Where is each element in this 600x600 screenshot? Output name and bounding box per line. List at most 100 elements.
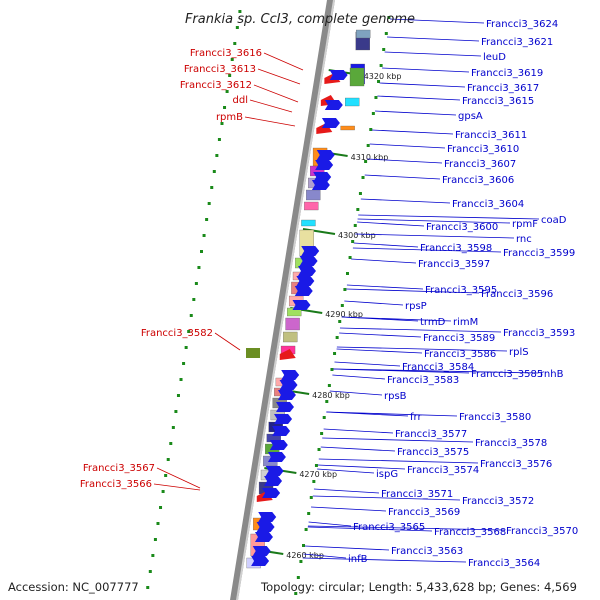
kbp-label: 4260 kbp [286, 551, 324, 560]
gene-label-right: rpmF [512, 219, 538, 230]
gene-label-left: Francci3_3616 [190, 48, 262, 59]
minor-tick [296, 576, 300, 579]
minor-tick [210, 186, 214, 189]
gene-label-right: rnhB [540, 369, 564, 380]
minor-tick [230, 58, 234, 61]
gene-block [285, 317, 300, 331]
kbp-ticks: 4320 kbp 4310 kbp 4300 kbp 4290 kbp 4280 kbp… [251, 69, 402, 560]
accession-text: Accession: NC_007777 [8, 580, 139, 594]
minor-tick [225, 90, 229, 93]
gene-label-right: Francci3_3615 [462, 96, 534, 107]
minor-tick [358, 192, 362, 195]
leader-line [360, 198, 451, 204]
gene-label-right: ispG [376, 469, 398, 480]
minor-tick [320, 432, 324, 435]
gene-block [301, 219, 316, 227]
gene-arrow [301, 246, 320, 256]
minor-tick [207, 202, 211, 205]
leader-line [332, 374, 386, 380]
gene-arrow [274, 414, 293, 424]
gene-arrow [252, 546, 271, 556]
gene-label-right: Francci3_3599 [503, 248, 575, 259]
gene-label-right: Francci3_3570 [506, 526, 578, 537]
minor-tick [387, 16, 391, 19]
minor-tick [307, 512, 311, 515]
gene-arrow [264, 476, 283, 486]
leader-line [214, 332, 241, 351]
minor-tick [161, 490, 165, 493]
minor-tick [217, 138, 221, 141]
gene-arrow [269, 440, 288, 450]
gene-arrow [256, 522, 275, 532]
gene-label-right: Francci3_3607 [444, 159, 516, 170]
minor-tick [200, 250, 203, 253]
leader-line [336, 346, 508, 352]
minor-tick [369, 128, 373, 131]
leader-line [244, 116, 296, 127]
leader-line [304, 545, 390, 551]
gene-label-right: Francci3_3583 [387, 375, 459, 386]
gene-label-right: Francci3_3584 [402, 362, 474, 373]
gene-label-right: rnc [516, 234, 532, 245]
gene-label-left: Francci3_3612 [180, 80, 252, 91]
gene-arrow [258, 512, 277, 522]
leader-line [322, 437, 474, 443]
gene-label-right: Francci3_3597 [418, 259, 490, 270]
leader-line [339, 327, 502, 333]
minor-tick [176, 394, 180, 397]
kbp-label: 4300 kbp [338, 231, 376, 240]
gene-block [340, 125, 355, 131]
leader-line [339, 332, 422, 338]
gene-label-right: Francci3_3611 [455, 130, 527, 141]
kbp-tick [302, 228, 336, 235]
leader-line [355, 233, 515, 239]
leader-line [253, 84, 299, 103]
minor-tick [233, 42, 237, 45]
minor-tick [223, 106, 227, 109]
gene-label-left: Francci3_3567 [83, 463, 155, 474]
leader-line [358, 214, 540, 220]
gene-label-right: Francci3_3565 [353, 522, 425, 533]
gene-block [306, 189, 321, 201]
map-title: Frankia sp. CcI3, complete genome [185, 12, 415, 27]
gene-label-right: Francci3_3606 [442, 175, 514, 186]
gene-arrow [329, 70, 348, 80]
minor-tick [312, 480, 316, 483]
gene-label-right: Francci3_3564 [468, 558, 540, 569]
leader-line [333, 368, 539, 374]
gene-label-right: Francci3_3577 [395, 429, 467, 440]
gene-label-right: Francci3_3617 [467, 83, 539, 94]
gene-label-right: infB [348, 554, 368, 565]
minor-tick [174, 410, 178, 413]
gene-label-right: Francci3_3576 [480, 459, 552, 470]
kbp-label: 4290 kbp [325, 310, 363, 319]
gene-label-left: Francci3_3582 [141, 328, 213, 339]
leader-line [303, 553, 347, 559]
genome-backbone [230, 0, 335, 600]
gene-block [246, 348, 260, 358]
gene-arrow [321, 118, 340, 128]
gene-label-right: Francci3_3621 [481, 37, 553, 48]
gene-arrow [292, 300, 311, 310]
minor-tick [220, 122, 224, 125]
minor-tick [322, 416, 326, 419]
outer-left-features [146, 10, 391, 595]
leader-line [351, 258, 417, 264]
minor-tick [333, 352, 337, 355]
reverse-strand-features [251, 70, 348, 566]
gene-arrow [297, 266, 316, 276]
leader-line [346, 284, 424, 290]
kbp-label: 4310 kbp [351, 153, 389, 162]
minor-tick [156, 522, 160, 525]
minor-tick [202, 234, 206, 237]
kbp-label: 4320 kbp [364, 72, 402, 81]
gene-arrow [254, 532, 273, 542]
minor-tick [304, 528, 308, 531]
gene-arrow [275, 402, 294, 412]
label-leader-lines [153, 18, 540, 563]
minor-tick [148, 570, 152, 573]
leader-line [341, 316, 452, 322]
gene-block [304, 201, 319, 211]
leader-line [379, 82, 466, 88]
minor-tick [205, 218, 209, 221]
